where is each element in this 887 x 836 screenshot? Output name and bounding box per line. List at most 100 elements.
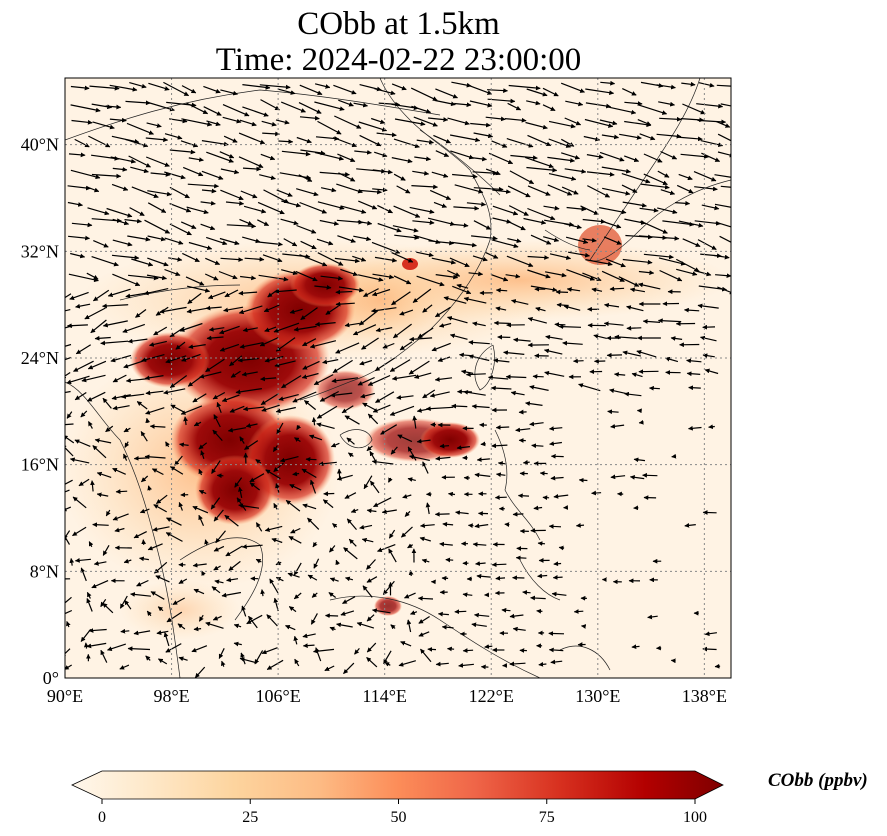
wind-arrow xyxy=(366,445,373,452)
wind-arrow xyxy=(348,452,354,458)
wind-arrow xyxy=(147,235,166,242)
wind-arrow xyxy=(70,252,86,259)
wind-arrow xyxy=(473,132,494,139)
wind-arrow xyxy=(140,475,149,483)
wind-arrow xyxy=(618,276,640,287)
wind-arrow xyxy=(314,101,345,111)
wind-arrow xyxy=(544,348,563,355)
wind-arrow xyxy=(150,591,165,600)
wind-arrow xyxy=(211,460,221,474)
wind-arrow xyxy=(299,84,323,95)
y-tick-label: 40°N xyxy=(21,135,59,155)
wind-arrow xyxy=(684,307,700,313)
wind-arrow xyxy=(586,171,615,177)
wind-arrow xyxy=(277,88,296,95)
wind-arrow xyxy=(397,434,413,443)
wind-arrow xyxy=(693,269,712,277)
wind-arrow xyxy=(468,340,490,345)
wind-arrow xyxy=(456,445,470,450)
wind-arrow xyxy=(155,575,170,583)
wind-arrow xyxy=(307,574,318,581)
wind-arrow xyxy=(242,84,271,90)
wind-arrow xyxy=(474,523,489,529)
wind-arrow xyxy=(177,623,186,630)
x-tick-label: 122°E xyxy=(469,686,514,706)
wind-arrow xyxy=(536,608,543,614)
wind-arrow xyxy=(322,359,339,365)
wind-arrow xyxy=(447,316,468,324)
wind-arrow xyxy=(340,268,359,277)
wind-arrow xyxy=(272,445,278,452)
wind-arrow xyxy=(698,82,715,88)
wind-arrow xyxy=(219,151,235,159)
colorbar-label: CObb (ppbv) xyxy=(768,770,868,791)
wind-arrow xyxy=(71,222,93,228)
wind-vectors xyxy=(65,80,731,678)
wind-arrow xyxy=(203,85,221,94)
wind-arrow xyxy=(289,484,302,491)
wind-arrow xyxy=(94,438,112,444)
wind-arrow xyxy=(604,221,622,229)
wind-arrow xyxy=(447,646,455,652)
wind-arrow xyxy=(448,491,456,497)
wind-arrow xyxy=(317,201,345,210)
wind-arrow xyxy=(266,659,284,671)
wind-arrow xyxy=(549,441,562,446)
wind-arrow xyxy=(273,597,279,612)
wind-arrow xyxy=(156,630,169,635)
wind-arrow xyxy=(416,251,434,258)
wind-arrow xyxy=(275,576,284,582)
wind-arrow xyxy=(144,375,164,381)
wind-arrow xyxy=(86,591,92,599)
wind-arrow xyxy=(185,276,205,286)
wind-arrow xyxy=(564,168,587,174)
wind-arrow xyxy=(346,437,355,445)
wind-arrow xyxy=(65,371,71,379)
wind-arrow xyxy=(223,306,244,313)
wind-arrow xyxy=(404,510,411,517)
wind-arrow xyxy=(67,185,91,191)
wind-arrow xyxy=(624,101,643,106)
wind-arrow xyxy=(313,374,334,386)
wind-arrow xyxy=(302,338,317,347)
wind-arrow xyxy=(192,393,207,403)
wind-arrow xyxy=(238,132,266,145)
wind-arrow xyxy=(242,166,262,172)
wind-arrow xyxy=(515,427,531,433)
wind-arrow xyxy=(372,187,388,193)
wind-arrow xyxy=(505,273,521,279)
wind-arrow xyxy=(204,273,219,281)
wind-arrow xyxy=(200,450,205,459)
wind-arrow xyxy=(551,591,567,597)
wind-arrow xyxy=(428,240,455,246)
wind-arrow xyxy=(449,333,468,340)
wind-arrow xyxy=(473,186,504,192)
wind-arrow xyxy=(69,291,89,300)
wind-arrow xyxy=(193,626,202,632)
wind-arrow xyxy=(637,119,652,126)
wind-arrow xyxy=(243,205,267,214)
wind-arrow xyxy=(257,219,270,227)
wind-arrow xyxy=(544,271,567,278)
wind-arrow xyxy=(70,104,101,113)
wind-arrow xyxy=(188,241,213,251)
wind-arrow xyxy=(219,237,240,246)
wind-arrow xyxy=(466,201,487,207)
wind-arrow xyxy=(278,139,294,145)
wind-arrow xyxy=(454,184,484,194)
wind-arrow xyxy=(638,282,661,290)
wind-arrow xyxy=(474,612,490,618)
wind-arrow xyxy=(180,221,197,229)
wind-arrow xyxy=(302,503,317,510)
wind-arrow xyxy=(383,650,392,665)
wind-arrow xyxy=(350,508,359,513)
wind-arrow xyxy=(102,545,110,556)
wind-arrow xyxy=(265,469,281,480)
wind-arrow xyxy=(586,154,604,160)
wind-arrow xyxy=(376,132,397,138)
wind-arrow xyxy=(91,256,119,267)
wind-arrow xyxy=(66,621,71,628)
wind-arrow xyxy=(146,610,152,617)
wind-arrow xyxy=(523,217,547,225)
wind-arrow xyxy=(145,407,165,415)
